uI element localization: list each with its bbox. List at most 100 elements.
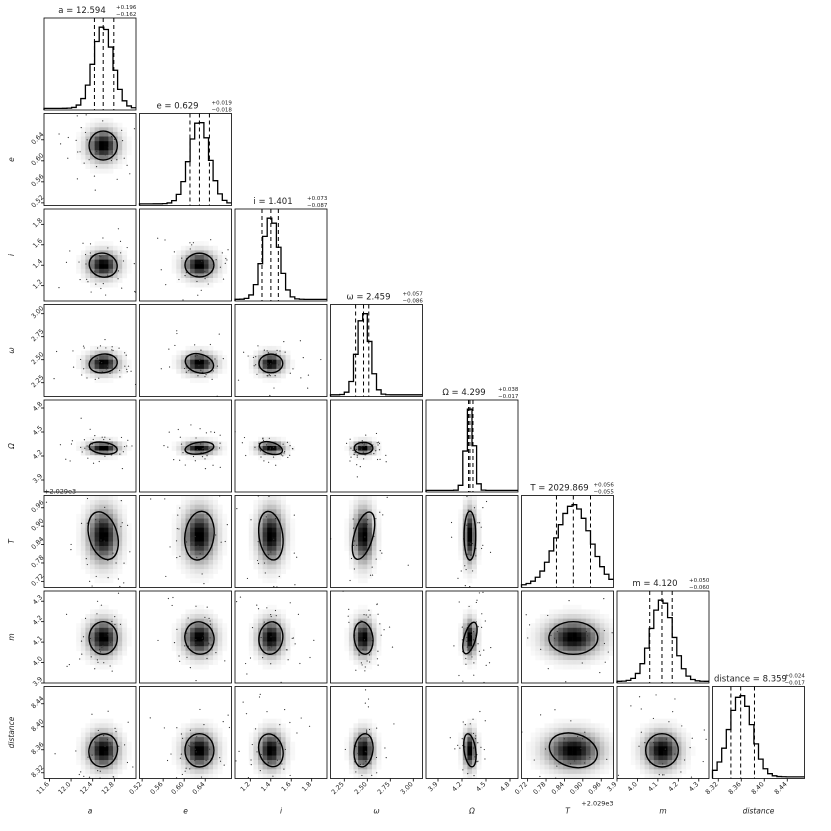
density-cell	[113, 273, 118, 279]
density-cell	[85, 655, 91, 661]
density-cell	[553, 646, 559, 652]
density-cell	[94, 264, 100, 270]
scatter-point	[365, 434, 367, 436]
scatter-point	[293, 514, 295, 516]
density-cell	[267, 541, 273, 547]
density-cell	[199, 541, 205, 547]
density-cell	[171, 532, 177, 538]
density-cell	[367, 764, 373, 770]
density-cell	[99, 368, 105, 374]
density-cell	[85, 504, 91, 510]
density-cell	[271, 495, 277, 501]
density-cell	[103, 168, 109, 174]
density-cell	[285, 741, 291, 747]
scatter-point	[257, 562, 260, 565]
density-cell	[185, 350, 191, 356]
x-tick-label-Omega: 4.2	[450, 780, 463, 793]
density-cell	[358, 769, 363, 775]
density-cell	[476, 527, 482, 533]
scatter-point	[75, 139, 77, 141]
scatter-point	[181, 773, 183, 776]
density-cell	[103, 732, 109, 738]
density-cell	[635, 764, 641, 770]
density-cell	[376, 450, 382, 456]
scatter-point	[473, 630, 475, 633]
scatter-point	[703, 729, 705, 731]
density-cell	[362, 641, 368, 647]
density-cell	[581, 718, 587, 724]
scatter-point	[121, 287, 123, 289]
scatter-point	[266, 365, 268, 368]
density-cell	[353, 500, 359, 505]
scatter-point	[606, 758, 608, 760]
scatter-point	[674, 698, 676, 700]
density-cell	[194, 718, 200, 724]
scatter-point	[473, 775, 475, 777]
density-cell	[90, 159, 95, 165]
density-cell	[362, 527, 368, 533]
density-cell	[248, 746, 254, 752]
density-cell	[171, 536, 177, 542]
scatter-point	[98, 377, 100, 379]
density-cell	[290, 641, 296, 647]
density-cell	[80, 523, 86, 528]
scatter-point	[580, 747, 582, 749]
scatter-point	[458, 674, 460, 677]
density-cell	[76, 646, 82, 652]
density-cell	[99, 737, 105, 742]
density-cell	[467, 650, 473, 656]
density-cell	[376, 637, 382, 642]
density-cell	[276, 368, 282, 374]
density-cell	[217, 746, 223, 752]
density-cell	[80, 741, 86, 747]
density-cell	[467, 604, 473, 610]
density-cell	[126, 746, 132, 752]
density-cell	[567, 664, 573, 670]
density-cell	[122, 127, 128, 133]
density-cell	[281, 359, 286, 365]
density-cell	[544, 764, 550, 770]
density-cell	[371, 737, 377, 742]
density-cell	[285, 650, 291, 656]
density-cell	[362, 532, 368, 538]
scatter-point	[238, 750, 240, 752]
scatter-point	[265, 516, 267, 518]
density-cell	[285, 536, 291, 542]
density-cell	[276, 773, 282, 779]
density-cell	[358, 604, 363, 610]
density-cell	[103, 564, 109, 570]
density-cell	[290, 527, 296, 533]
density-cell	[222, 760, 228, 765]
density-cell	[203, 359, 209, 365]
scatter-point	[362, 763, 364, 765]
density-cell	[213, 518, 218, 524]
density-cell	[176, 760, 182, 765]
density-cell	[217, 446, 223, 451]
density-cell	[190, 623, 195, 629]
density-cell	[276, 532, 282, 538]
density-cell	[285, 504, 291, 510]
density-cell	[281, 723, 286, 729]
density-cell	[122, 355, 128, 360]
density-cell	[208, 741, 214, 747]
density-cell	[194, 518, 200, 524]
density-cell	[353, 655, 359, 661]
density-cell	[462, 564, 468, 570]
scatter-point	[386, 496, 388, 498]
scatter-point	[355, 771, 357, 773]
density-cell	[276, 723, 282, 729]
density-cell	[467, 573, 473, 579]
density-cell	[122, 141, 128, 146]
density-cell	[180, 446, 186, 451]
density-cell	[567, 727, 573, 733]
panel-a-a	[43, 17, 137, 111]
scatter-point	[560, 749, 563, 751]
density-cell	[667, 750, 673, 756]
density-cell	[85, 145, 91, 151]
density-cell	[208, 541, 214, 547]
density-cell	[467, 664, 473, 670]
density-cell	[199, 264, 205, 270]
density-cell	[217, 359, 223, 365]
scatter-point	[96, 150, 98, 152]
density-cell	[585, 637, 591, 642]
